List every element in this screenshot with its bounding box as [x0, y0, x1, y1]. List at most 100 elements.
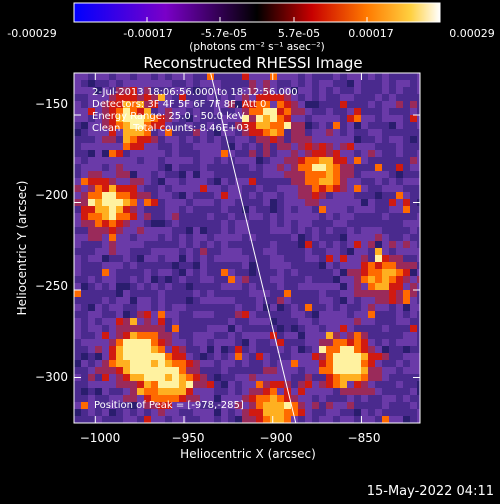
heatmap-cell [284, 388, 291, 395]
heatmap-cell [305, 220, 312, 227]
heatmap-cell [193, 367, 200, 374]
heatmap-cell [95, 101, 102, 108]
heatmap-cell [403, 80, 410, 87]
heatmap-cell [389, 199, 396, 206]
heatmap-cell [403, 143, 410, 150]
heatmap-cell [221, 185, 228, 192]
heatmap-cell [361, 115, 368, 122]
heatmap-cell [228, 227, 235, 234]
heatmap-cell [403, 269, 410, 276]
heatmap-cell [151, 297, 158, 304]
heatmap-cell [144, 381, 151, 388]
heatmap-cell [144, 143, 151, 150]
heatmap-cell [284, 255, 291, 262]
heatmap-cell [333, 171, 340, 178]
heatmap-cell [340, 199, 347, 206]
heatmap-cell [347, 346, 354, 353]
heatmap-cell [375, 129, 382, 136]
heatmap-cell [81, 311, 88, 318]
heatmap-cell [158, 80, 165, 87]
heatmap-cell [123, 94, 130, 101]
heatmap-cell [312, 283, 319, 290]
heatmap-cell [263, 402, 270, 409]
heatmap-cell [305, 409, 312, 416]
heatmap-cell [95, 297, 102, 304]
heatmap-cell [102, 276, 109, 283]
heatmap-cell [298, 227, 305, 234]
heatmap-cell [221, 73, 228, 80]
heatmap-cell [270, 108, 277, 115]
heatmap-cell [417, 395, 420, 402]
heatmap-cell [130, 346, 137, 353]
heatmap-cell [179, 311, 186, 318]
heatmap-cell [214, 381, 221, 388]
heatmap-cell [186, 325, 193, 332]
heatmap-cell [88, 402, 95, 409]
heatmap-cell [144, 115, 151, 122]
heatmap-cell [193, 150, 200, 157]
heatmap-cell [389, 185, 396, 192]
heatmap-cell [249, 367, 256, 374]
heatmap-cell [186, 192, 193, 199]
heatmap-cell [123, 241, 130, 248]
heatmap-cell [207, 416, 214, 423]
heatmap-cell [354, 318, 361, 325]
heatmap-cell [158, 402, 165, 409]
heatmap-cell [277, 269, 284, 276]
heatmap-cell [305, 304, 312, 311]
heatmap-cell [326, 87, 333, 94]
heatmap-cell [74, 129, 81, 136]
heatmap-cell [319, 227, 326, 234]
heatmap-cell [347, 262, 354, 269]
heatmap-cell [298, 290, 305, 297]
heatmap-cell [291, 129, 298, 136]
heatmap-cell [242, 199, 249, 206]
heatmap-cell [368, 241, 375, 248]
heatmap-cell [200, 297, 207, 304]
heatmap-cell [333, 367, 340, 374]
heatmap-cell [312, 311, 319, 318]
heatmap-cell [130, 332, 137, 339]
heatmap-cell [403, 122, 410, 129]
heatmap-cell [249, 416, 256, 423]
heatmap-cell [298, 346, 305, 353]
heatmap-cell [109, 157, 116, 164]
heatmap-cell [396, 332, 403, 339]
heatmap-cell [207, 388, 214, 395]
heatmap-cell [130, 248, 137, 255]
heatmap-cell [270, 353, 277, 360]
heatmap-cell [403, 276, 410, 283]
heatmap-cell [305, 416, 312, 423]
heatmap-cell [417, 129, 420, 136]
heatmap-cell [298, 101, 305, 108]
heatmap-cell [95, 129, 102, 136]
heatmap-cell [207, 409, 214, 416]
heatmap-cell [102, 164, 109, 171]
heatmap-cell [361, 143, 368, 150]
heatmap-cell [179, 360, 186, 367]
heatmap-cell [88, 388, 95, 395]
heatmap-cell [221, 213, 228, 220]
heatmap-cell [263, 136, 270, 143]
heatmap-cell [305, 150, 312, 157]
heatmap-cell [277, 129, 284, 136]
heatmap-cell [165, 388, 172, 395]
heatmap-cell [242, 262, 249, 269]
heatmap-cell [130, 143, 137, 150]
heatmap-cell [396, 150, 403, 157]
heatmap-cell [88, 409, 95, 416]
heatmap-cell [277, 283, 284, 290]
heatmap-cell [326, 171, 333, 178]
heatmap-cell [165, 80, 172, 87]
heatmap-cell [186, 108, 193, 115]
heatmap-cell [319, 360, 326, 367]
annotation-clean-counts: Clean Total counts: 8.46E+03 [92, 123, 249, 134]
heatmap-cell [123, 115, 130, 122]
heatmap-cell [88, 325, 95, 332]
heatmap-cell [151, 185, 158, 192]
heatmap-cell [417, 164, 420, 171]
heatmap-cell [305, 353, 312, 360]
heatmap-cell [298, 150, 305, 157]
heatmap-cell [144, 87, 151, 94]
heatmap-cell [74, 255, 81, 262]
